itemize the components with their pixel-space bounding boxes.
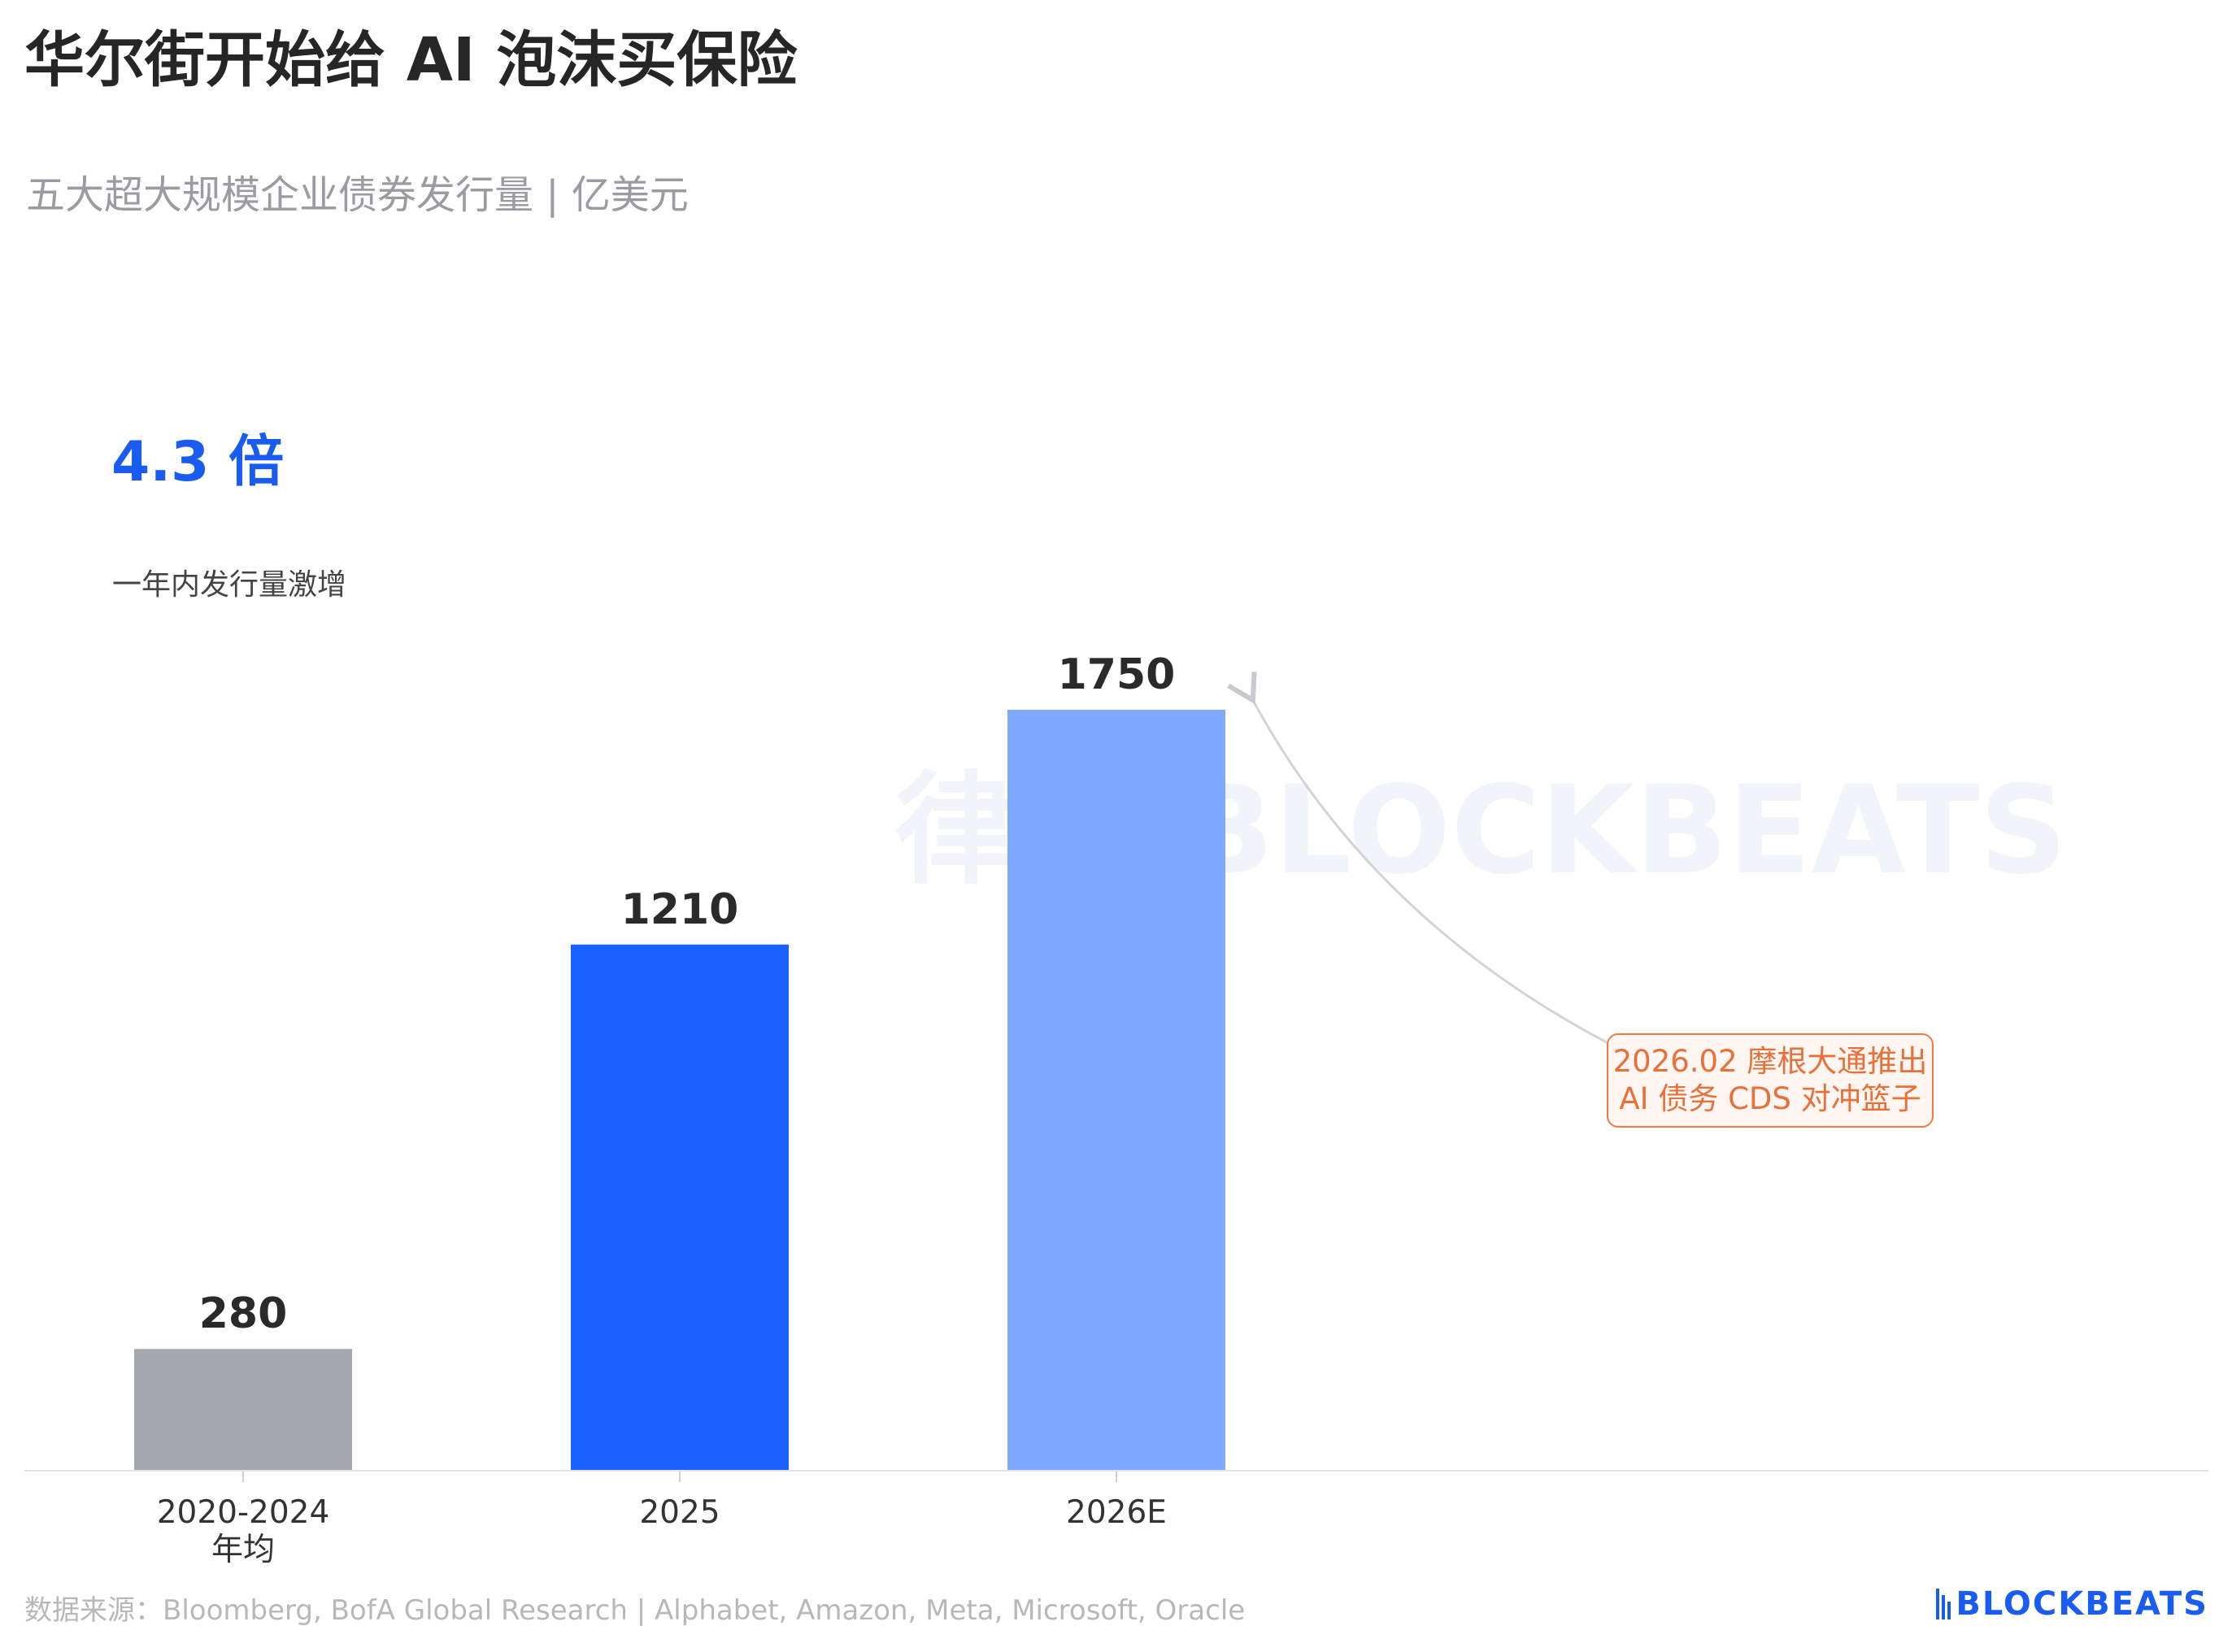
bar-2025 (571, 944, 789, 1471)
bar-2026E (1007, 710, 1225, 1471)
annotation-line-1: 2026.02 摩根大通推出 (1612, 1044, 1928, 1079)
highlight-value: 4.3 倍 (111, 430, 285, 494)
x-tick-label: 年均 (211, 1532, 275, 1568)
x-tick-label: 2026E (1066, 1494, 1167, 1531)
chart-title: 华尔街开始给 AI 泡沫买保险 (24, 25, 798, 95)
x-tick-label: 2025 (639, 1494, 720, 1531)
annotation-arrow (1227, 672, 1629, 1055)
value-label: 1750 (1058, 650, 1176, 699)
annotation-box: 2026.02 摩根大通推出 AI 债务 CDS 对冲篮子 (1607, 1033, 1934, 1128)
bar-2020-2024 (134, 1349, 352, 1471)
value-label: 1210 (621, 885, 739, 934)
x-tick-label: 2020-2024 (157, 1494, 330, 1531)
blockbeats-logo: BLOCKBEATS (1936, 1585, 2208, 1623)
logo-bars-icon (1936, 1589, 1951, 1619)
annotation-line-2: AI 债务 CDS 对冲篮子 (1619, 1081, 1921, 1116)
footer-source: 数据来源：Bloomberg, BofA Global Research | A… (24, 1594, 1246, 1627)
chart-subtitle: 五大超大规模企业债券发行量 | 亿美元 (26, 172, 689, 218)
highlight-note: 一年内发行量激增 (112, 568, 347, 602)
value-label: 280 (199, 1289, 288, 1338)
logo-text: BLOCKBEATS (1956, 1585, 2208, 1623)
